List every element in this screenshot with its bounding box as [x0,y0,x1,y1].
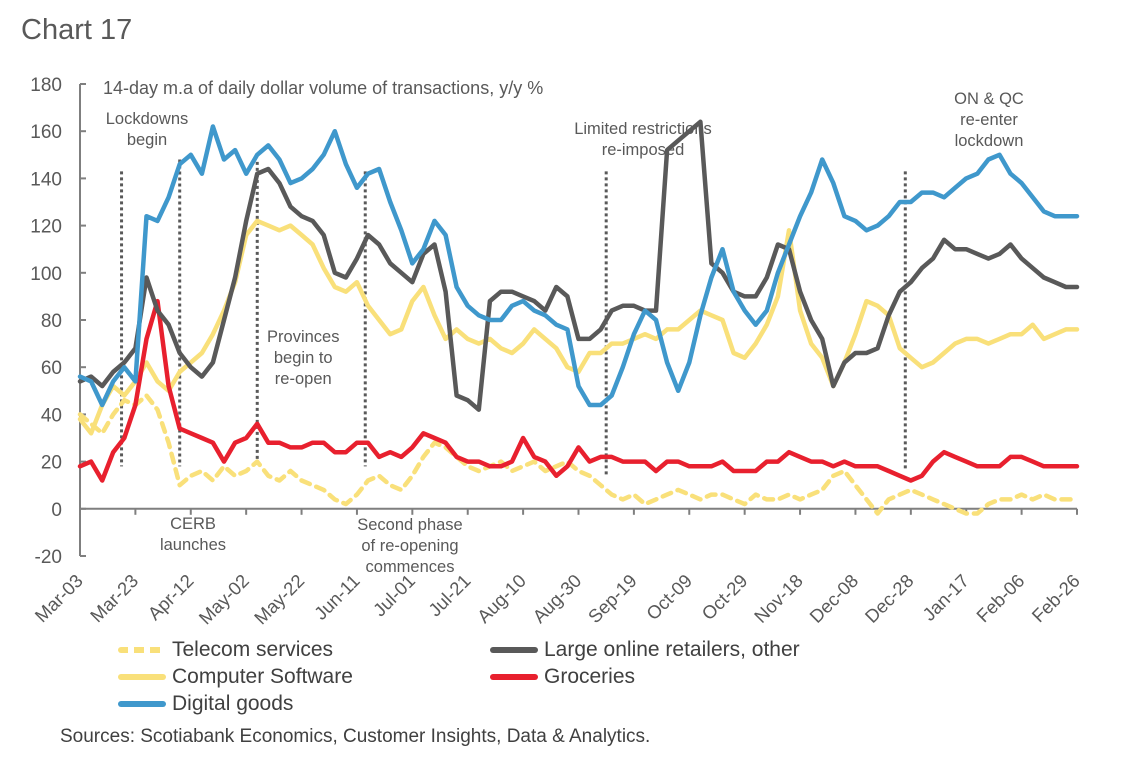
y-tick-label: 40 [41,405,62,426]
annotation-label-line: begin [127,131,167,149]
annotation-label: Provinces begin to re-open [267,328,339,388]
y-tick-label: 100 [30,264,62,285]
annotation-label: Second phase of re-opening commences [357,516,463,576]
x-tick-label: Sep-19 [584,570,641,627]
annotation-label-line: commences [366,558,455,576]
annotation-label-line: begin to [274,349,333,367]
x-tick-label: Mar-23 [86,570,142,626]
y-tick-label: 0 [51,500,62,521]
x-tick-label: Jan-17 [918,570,973,625]
annotation-label-line: re-imposed [602,141,685,159]
x-tick-label: Feb-06 [972,570,1028,626]
series-line-groceries [77,298,1080,483]
annotation-label-line: re-open [275,370,332,388]
y-axis: -20 0 20 40 60 80 100 120 140 160 180 [30,75,86,568]
legend-label: Digital goods [172,692,294,715]
annotation-label-line: lockdown [955,132,1024,150]
legend-swatch-groceries [490,674,538,680]
y-tick-label: 140 [30,169,62,190]
annotation-label-line: Lockdowns [106,110,189,128]
y-tick-label: 160 [30,122,62,143]
x-tick-label: Aug-10 [473,570,530,627]
legend-item-computer-software: Computer Software [118,665,353,689]
series-lines [77,119,1080,516]
legend-item-large-online: Large online retailers, other [490,638,800,662]
legend-swatch-digital-goods [118,701,166,707]
x-tick-label: Nov-18 [750,570,807,627]
x-tick-label: Aug-30 [528,570,585,627]
legend-item-digital-goods: Digital goods [118,692,293,716]
annotation-label-line: ON & QC [954,90,1024,108]
legend-swatch-telecom [118,647,166,653]
x-tick-label: Oct-29 [697,570,751,624]
chart-subtitle: 14-day m.a of daily dollar volume of tra… [103,78,543,98]
annotation-label-line: re-enter [960,111,1018,129]
x-tick-label: Mar-03 [31,570,87,626]
legend-item-groceries: Groceries [490,665,635,689]
annotation-label: Lockdowns begin [106,110,189,149]
x-tick-label: Apr-12 [143,570,197,624]
legend-label: Telecom services [172,638,334,661]
annotation-label: ON & QC re-enter lockdown [954,90,1024,150]
x-tick-label: Oct-09 [642,570,696,624]
event-annotations: Lockdowns begin CERB launches Provinces begin… [106,90,1024,576]
x-tick-label: Feb-26 [1028,570,1084,626]
y-tick-label: -20 [35,547,62,568]
x-tick-label: May-22 [250,570,308,628]
source-note: Sources: Scotiabank Economics, Customer … [60,726,651,747]
annotation-label-line: Provinces [267,328,339,346]
x-tick-label: Jun-11 [310,570,364,624]
chart-title: Chart 17 [21,14,133,46]
legend-label: Groceries [544,665,636,688]
x-tick-label: Jul-21 [424,570,474,620]
x-tick-label: Dec-28 [861,570,918,627]
annotation-label-line: of re-opening [361,537,458,555]
x-tick-label: Jul-01 [369,570,419,620]
annotation-label-line: Limited restrictions [574,120,712,138]
annotation-label: Limited restrictions re-imposed [574,120,712,159]
legend-label: Large online retailers, other [544,638,800,661]
legend-label: Computer Software [172,665,353,688]
x-tick-label: Dec-08 [805,570,862,627]
y-tick-label: 120 [30,217,62,238]
y-tick-label: 60 [41,358,62,379]
y-tick-label: 80 [41,311,62,332]
annotation-label-line: launches [160,536,226,554]
legend-swatch-large-online [490,647,538,653]
annotation-label-line: CERB [170,515,216,533]
legend-swatch-computer-software [118,674,166,680]
annotation-label: CERB launches [160,515,226,554]
y-tick-label: 180 [30,75,62,96]
annotation-label-line: Second phase [357,516,463,534]
series-line-computer-software [77,218,1080,436]
y-tick-label: 20 [41,453,62,474]
legend-item-telecom: Telecom services [118,638,333,662]
x-tick-label: May-02 [195,570,253,628]
